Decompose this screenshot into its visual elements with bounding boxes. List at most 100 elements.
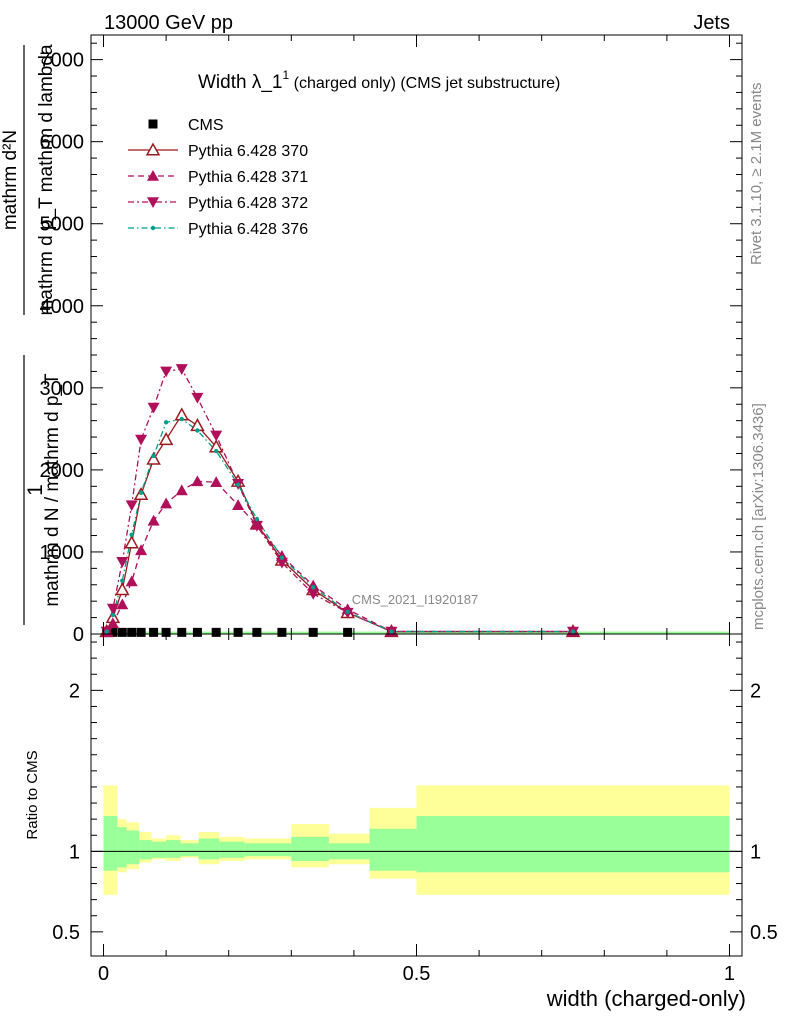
cms-point bbox=[127, 627, 137, 637]
y-tick-label: 6000 bbox=[40, 132, 85, 154]
pythia-372-point bbox=[147, 197, 159, 208]
title-sup: 1 bbox=[282, 68, 289, 82]
ratio-panel: 0.5 0.5 1 1 2 2 0 0.5 1 bbox=[52, 633, 778, 985]
pythia-370-point bbox=[124, 535, 139, 549]
pythia-376-point bbox=[570, 629, 576, 634]
cms-point bbox=[233, 627, 243, 637]
cms-point bbox=[308, 627, 318, 637]
main-band bbox=[151, 631, 167, 634]
pythia-371-point bbox=[147, 170, 159, 181]
series-line-s371 bbox=[106, 480, 573, 633]
ratio-band-inner bbox=[291, 836, 329, 862]
pythia-376-point bbox=[110, 612, 116, 618]
pythia-370-point bbox=[145, 142, 161, 156]
ratio-band-inner bbox=[139, 840, 152, 860]
pythia-372-point bbox=[250, 520, 263, 532]
jets-label: Jets bbox=[693, 12, 730, 34]
pythia-372-point bbox=[307, 588, 320, 600]
ratio-y-tick-label: 1 bbox=[69, 841, 80, 863]
cms-point bbox=[136, 627, 146, 637]
pythia-372-point bbox=[191, 392, 204, 404]
x-tick-label: 0.5 bbox=[403, 963, 431, 985]
x-tick-label: 0 bbox=[98, 963, 109, 985]
pythia-376-point bbox=[179, 416, 184, 422]
main-band bbox=[219, 631, 245, 634]
main-band bbox=[180, 631, 199, 634]
pythia-372-point bbox=[135, 434, 148, 446]
pythia-376-point bbox=[104, 629, 109, 634]
pythia-376-point bbox=[235, 482, 241, 487]
legend-label: Pythia 6.428 372 bbox=[188, 195, 308, 212]
legend-entry-s376: Pythia 6.428 376 bbox=[128, 221, 308, 238]
pythia-376-point bbox=[311, 585, 316, 590]
pythia-371-point bbox=[307, 579, 320, 591]
y-tick-label: 0 bbox=[73, 624, 84, 646]
pythia-371-point bbox=[125, 575, 138, 587]
pythia-372-point bbox=[160, 366, 173, 378]
ylabel-den: mathrm d p_T mathrm d lambda bbox=[36, 44, 57, 315]
pythia-376-point bbox=[138, 490, 144, 496]
legend-entry-s370: Pythia 6.428 370 bbox=[128, 142, 308, 160]
pythia-376-point bbox=[120, 578, 125, 583]
ylabel-frac-den: mathrm d N / mathrm d p_T bbox=[42, 373, 63, 607]
ratio-band-inner bbox=[244, 843, 292, 857]
cms-point bbox=[148, 119, 158, 129]
main-band bbox=[198, 631, 220, 634]
ratio-band-inner bbox=[151, 841, 167, 858]
ratio-y-tick-label: 2 bbox=[69, 680, 80, 702]
cms-point bbox=[192, 627, 202, 637]
pythia-376-point bbox=[254, 516, 260, 522]
mcplots-label: mcplots.cern.ch [arXiv:1306.3436] bbox=[750, 403, 767, 630]
ratio-band-inner bbox=[219, 841, 245, 858]
pythia-376-point bbox=[279, 555, 285, 560]
main-ylabel: 1 mathrm d N / mathrm d p_T mathrm d²N m… bbox=[0, 44, 63, 625]
ylabel-one: 1 bbox=[24, 484, 47, 496]
pythia-372-point bbox=[116, 556, 129, 568]
pythia-372-point bbox=[175, 364, 188, 375]
y-tick-label: 4000 bbox=[40, 296, 85, 318]
cms-point bbox=[117, 627, 127, 637]
pythia-371-point bbox=[232, 499, 245, 510]
ratio-band-inner bbox=[198, 838, 220, 860]
legend-entry-cms: CMS bbox=[148, 117, 224, 134]
y-tick-label: 3000 bbox=[40, 378, 85, 400]
legend-label: Pythia 6.428 376 bbox=[188, 221, 308, 238]
ratio-ylabel: Ratio to CMS bbox=[24, 750, 41, 839]
pythia-372-point bbox=[147, 402, 160, 414]
ratio-y-tick-label-right: 0.5 bbox=[750, 922, 778, 944]
pythia-372-point bbox=[275, 557, 288, 569]
pythia-376-point bbox=[129, 532, 134, 537]
pythia-372-point bbox=[210, 430, 223, 442]
ratio-band-inner bbox=[117, 827, 127, 868]
ratio-y-tick-label-right: 2 bbox=[750, 680, 761, 702]
x-axis-label: width (charged-only) bbox=[546, 986, 746, 1011]
cms-point bbox=[177, 627, 187, 637]
pythia-371-point bbox=[191, 475, 204, 487]
pythia-372-point bbox=[106, 603, 119, 615]
legend-entry-s371: Pythia 6.428 371 bbox=[128, 169, 308, 186]
series-line-s376 bbox=[106, 418, 573, 633]
ratio-band-inner bbox=[126, 830, 140, 865]
cms-point bbox=[343, 627, 353, 637]
pythia-371-point bbox=[106, 617, 119, 629]
pythia-370-point bbox=[115, 582, 130, 596]
series-line-s370 bbox=[106, 413, 573, 633]
pythia-371-point bbox=[175, 484, 188, 496]
watermark: CMS_2021_I1920187 bbox=[352, 592, 479, 607]
title-rest: (charged only) (CMS jet substructure) bbox=[289, 75, 560, 92]
legend-entry-s372: Pythia 6.428 372 bbox=[128, 195, 308, 212]
cms-point bbox=[149, 627, 159, 637]
pythia-371-point bbox=[160, 497, 173, 509]
series-line-s372 bbox=[106, 368, 573, 633]
ratio-band-inner bbox=[369, 828, 417, 871]
pythia-376-point bbox=[151, 453, 156, 459]
y-tick-label: 2000 bbox=[40, 460, 85, 482]
ratio-band-inner bbox=[180, 843, 199, 857]
ratio-y-tick-label-right: 1 bbox=[750, 841, 761, 863]
pythia-376-point bbox=[163, 420, 169, 425]
pythia-376-point bbox=[213, 448, 219, 454]
pythia-371-point bbox=[116, 598, 129, 610]
y-tick-label: 7000 bbox=[40, 50, 85, 72]
main-panel: 0 1000 2000 3000 4000 5000 6000 7000 CMS_2021_I… bbox=[40, 34, 743, 646]
